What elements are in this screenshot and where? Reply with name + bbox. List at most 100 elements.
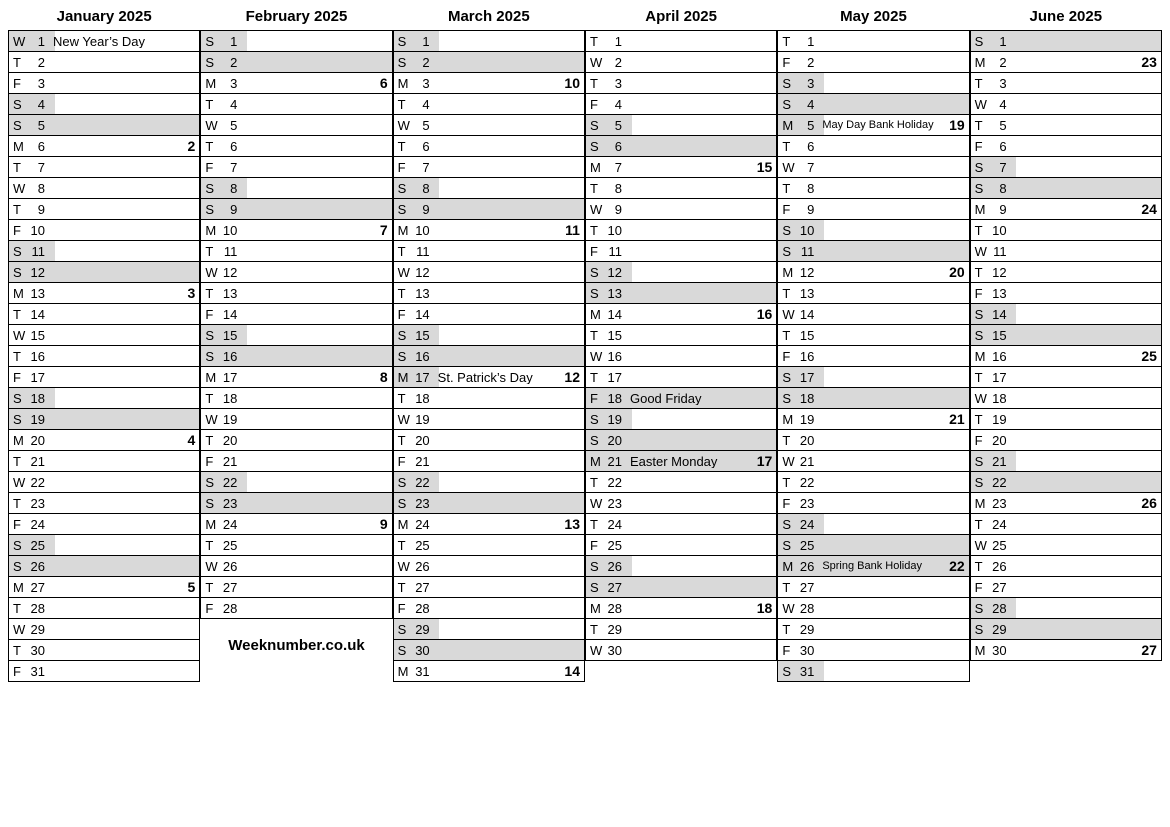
day-number: 29	[987, 623, 1009, 636]
day-number: 10	[410, 224, 432, 237]
day-cell: F20	[970, 429, 1162, 451]
day-number: 18	[602, 392, 624, 405]
day-number: 21	[410, 455, 432, 468]
day-of-week: T	[9, 308, 25, 321]
day-of-week: S	[9, 413, 25, 426]
day-cell: W19	[200, 408, 392, 430]
week-number: 12	[564, 370, 584, 384]
day-of-week: W	[778, 602, 794, 615]
day-cell: T9	[8, 198, 200, 220]
day-number: 10	[794, 224, 816, 237]
day-of-week: T	[394, 98, 410, 111]
day-number: 14	[987, 308, 1009, 321]
day-cell: T13	[200, 282, 392, 304]
day-of-week: S	[394, 35, 410, 48]
day-of-week: W	[586, 497, 602, 510]
day-cell: W28	[777, 597, 969, 619]
day-cell: F31	[8, 660, 200, 682]
day-number: 15	[987, 329, 1009, 342]
day-of-week: F	[9, 518, 25, 531]
day-number: 11	[602, 245, 624, 258]
day-of-week: F	[971, 581, 987, 594]
day-cell: S14	[970, 303, 1162, 325]
day-cell: M3027	[970, 639, 1162, 661]
day-number: 17	[602, 371, 624, 384]
day-number: 29	[602, 623, 624, 636]
day-number: 6	[794, 140, 816, 153]
day-cell: S8	[970, 177, 1162, 199]
day-number: 4	[410, 98, 432, 111]
day-cell: M1921	[777, 408, 969, 430]
day-of-week: M	[201, 224, 217, 237]
day-number: 7	[410, 161, 432, 174]
day-cell: S11	[777, 240, 969, 262]
day-number: 10	[602, 224, 624, 237]
day-number: 14	[794, 308, 816, 321]
day-number: 23	[25, 497, 47, 510]
day-cell: T29	[777, 618, 969, 640]
day-number: 3	[987, 77, 1009, 90]
day-of-week: T	[778, 182, 794, 195]
day-number: 4	[217, 98, 239, 111]
day-number: 11	[794, 245, 816, 258]
day-of-week: W	[9, 476, 25, 489]
day-number: 18	[217, 392, 239, 405]
day-cell: F16	[777, 345, 969, 367]
day-number: 15	[217, 329, 239, 342]
day-number: 22	[410, 476, 432, 489]
month-column: June 2025S1M223T3W4T5F6S7S8M924T10W11T12…	[970, 4, 1162, 682]
day-cell: T17	[585, 366, 777, 388]
day-of-week: S	[586, 434, 602, 447]
day-number: 17	[217, 371, 239, 384]
day-of-week: M	[9, 434, 25, 447]
day-number: 16	[987, 350, 1009, 363]
day-cell: T26	[970, 555, 1162, 577]
day-cell: S20	[585, 429, 777, 451]
day-label: Easter Monday	[624, 455, 757, 468]
day-cell: W14	[777, 303, 969, 325]
day-number: 8	[602, 182, 624, 195]
day-cell: S11	[8, 240, 200, 262]
day-number: 12	[602, 266, 624, 279]
day-of-week: M	[9, 140, 25, 153]
day-number: 8	[410, 182, 432, 195]
day-of-week: T	[586, 623, 602, 636]
day-of-week: S	[394, 203, 410, 216]
day-number: 19	[410, 413, 432, 426]
day-number: 10	[25, 224, 47, 237]
day-cell: W15	[8, 324, 200, 346]
day-of-week: M	[778, 560, 794, 573]
day-cell: W29	[8, 618, 200, 640]
day-of-week: T	[971, 371, 987, 384]
day-of-week: W	[778, 455, 794, 468]
day-number: 22	[25, 476, 47, 489]
month-header: March 2025	[393, 4, 585, 31]
day-cell: W9	[585, 198, 777, 220]
day-cell: S5	[8, 114, 200, 136]
day-of-week: S	[9, 119, 25, 132]
day-cell: S23	[200, 492, 392, 514]
day-cell: T14	[8, 303, 200, 325]
day-of-week: W	[586, 350, 602, 363]
day-number: 20	[25, 434, 47, 447]
day-of-week: W	[971, 245, 987, 258]
day-cell: M1416	[585, 303, 777, 325]
day-of-week: T	[586, 35, 602, 48]
week-number: 25	[1141, 349, 1161, 363]
day-number: 6	[410, 140, 432, 153]
day-number: 25	[602, 539, 624, 552]
day-of-week: T	[586, 476, 602, 489]
day-cell: T5	[970, 114, 1162, 136]
day-number: 20	[602, 434, 624, 447]
day-cell: T30	[8, 639, 200, 661]
day-number: 7	[794, 161, 816, 174]
day-number: 7	[25, 161, 47, 174]
day-cell: T10	[970, 219, 1162, 241]
day-of-week: T	[394, 392, 410, 405]
day-cell: M178	[200, 366, 392, 388]
day-of-week: T	[9, 203, 25, 216]
day-cell: F14	[393, 303, 585, 325]
day-cell: M17St. Patrick’s Day12	[393, 366, 585, 388]
day-label: New Year’s Day	[47, 35, 199, 48]
day-cell: M62	[8, 135, 200, 157]
